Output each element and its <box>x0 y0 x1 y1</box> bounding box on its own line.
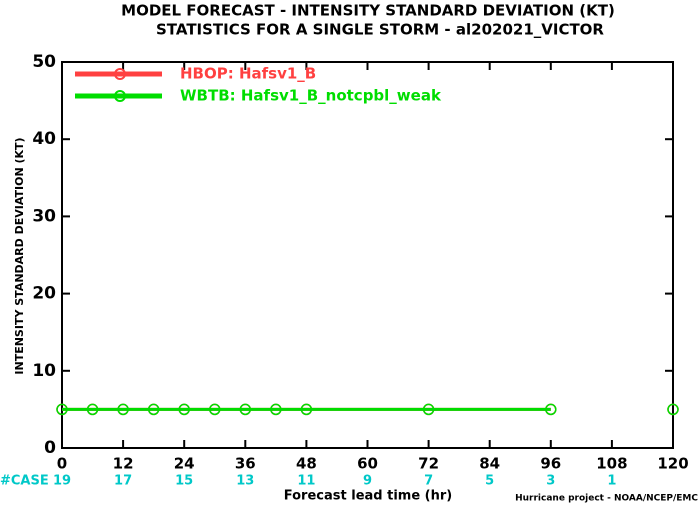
point <box>56 403 68 416</box>
y-tick-label: 10 <box>32 361 56 381</box>
point <box>178 403 190 416</box>
y-tick-label: 50 <box>32 52 56 72</box>
case-label: #CASE <box>0 474 49 489</box>
x-tick-label: 72 <box>418 455 439 473</box>
case-count: 13 <box>236 474 254 489</box>
y-tick-label: 40 <box>32 129 56 149</box>
case-count: 19 <box>53 474 71 489</box>
y-tick-label: 20 <box>32 284 56 304</box>
case-count: 5 <box>485 474 494 489</box>
y-tick-label: 30 <box>32 206 56 226</box>
case-count: 11 <box>297 474 315 489</box>
chart-title: MODEL FORECAST - INTENSITY STANDARD DEVI… <box>121 2 615 20</box>
case-count: 1 <box>607 474 616 489</box>
point <box>422 403 435 416</box>
x-tick-label: 36 <box>235 455 256 473</box>
x-tick-label: 12 <box>113 455 134 473</box>
chart-subtitle: STATISTICS FOR A SINGLE STORM - al202021… <box>156 21 604 39</box>
x-tick-label: 0 <box>57 455 67 473</box>
legend-label: HBOP: Hafsv1_B <box>180 65 316 83</box>
x-axis-label: Forecast lead time (hr) <box>284 489 452 504</box>
point <box>86 403 99 416</box>
point <box>239 403 252 416</box>
point <box>147 403 160 416</box>
legend-label: WBTB: Hafsv1_B_notcpbl_weak <box>180 87 442 105</box>
legend-marker <box>114 90 126 102</box>
credit: Hurricane project - NOAA/NCEP/EMC <box>515 494 698 504</box>
x-tick-label: 60 <box>357 455 378 473</box>
x-tick-label: 96 <box>540 455 561 473</box>
x-tick-label: 120 <box>657 455 688 473</box>
point <box>209 403 221 416</box>
point <box>300 403 313 416</box>
y-axis-label: INTENSITY STANDARD DEVIATION (KT) <box>13 137 26 374</box>
legend-marker <box>114 68 126 80</box>
point <box>117 403 129 416</box>
case-count: 3 <box>546 474 555 489</box>
case-count: 17 <box>114 474 132 489</box>
x-tick-label: 24 <box>174 455 195 473</box>
case-count: 15 <box>175 474 193 489</box>
x-tick-label: 108 <box>596 455 627 473</box>
point <box>545 403 557 416</box>
x-tick-label: 84 <box>479 455 500 473</box>
case-count: 9 <box>363 474 372 489</box>
y-tick-label: 0 <box>44 438 56 458</box>
x-tick-label: 48 <box>296 455 317 473</box>
point <box>270 403 282 416</box>
case-count: 7 <box>424 474 433 489</box>
point <box>667 403 679 416</box>
plot-frame <box>61 61 674 449</box>
